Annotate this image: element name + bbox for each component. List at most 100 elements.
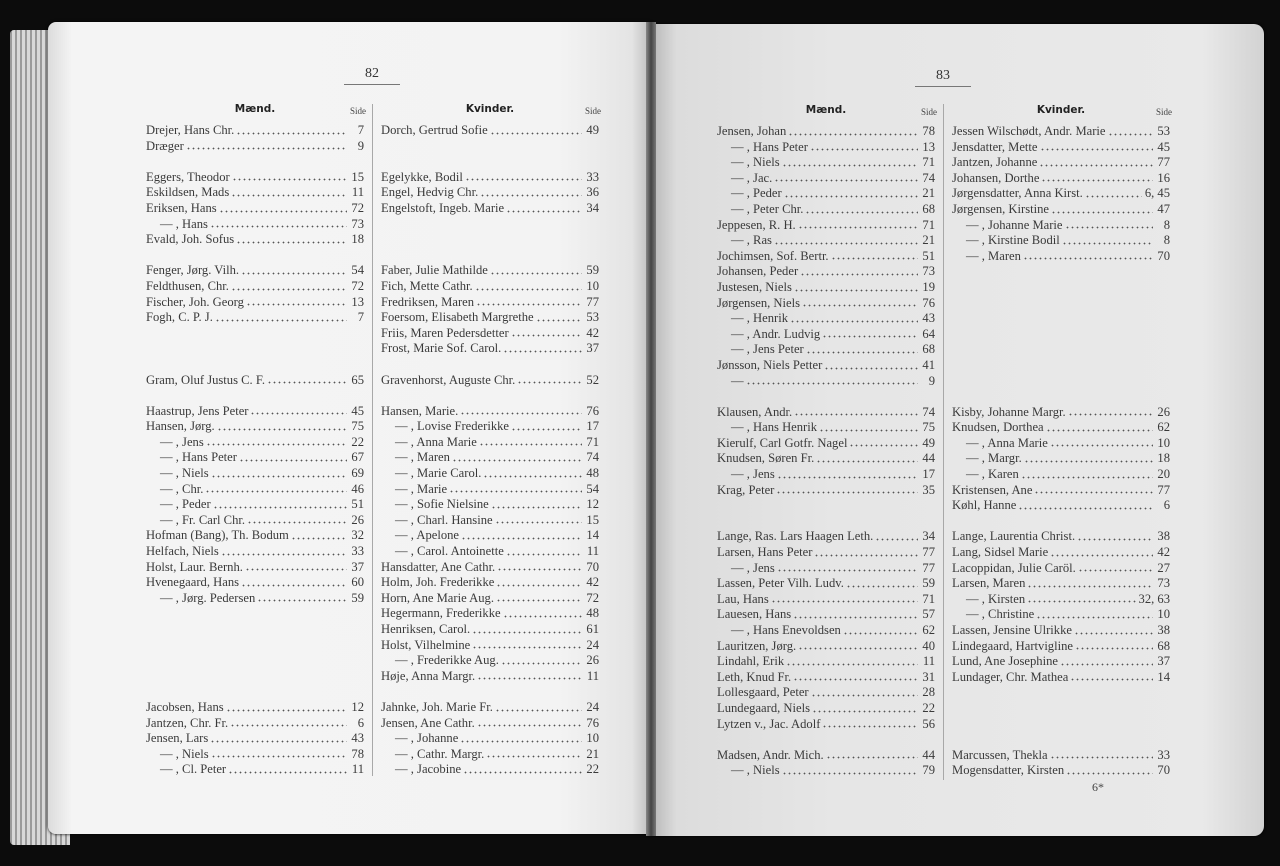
dot-leader	[250, 411, 347, 416]
dot-leader	[477, 676, 582, 681]
index-entry: Justesen, Niels 19	[717, 280, 935, 296]
index-entry: Johansen, Dorthe 16	[952, 171, 1170, 187]
index-entry: — , Niels 78	[146, 747, 364, 763]
dot-leader	[830, 256, 918, 261]
index-entry: — , Niels 69	[146, 466, 364, 482]
entry-page: 52	[586, 372, 599, 387]
dot-leader	[1077, 568, 1153, 573]
dot-leader	[472, 645, 582, 650]
entry-name: Jensen, Ane Cathr.	[381, 715, 475, 730]
entry-page: 72	[586, 590, 599, 605]
entry-page: 17	[922, 467, 935, 482]
entry-page: 42	[586, 325, 599, 340]
dot-leader	[1070, 677, 1153, 682]
index-entry: — , Hans Peter 13	[717, 140, 935, 156]
entry-name: Knudsen, Søren Fr.	[717, 451, 815, 466]
entry-name: — , Kirstine Bodil	[966, 233, 1060, 248]
blank-row	[952, 701, 1170, 717]
blank-row	[381, 248, 599, 264]
index-entry: — , Maren 74	[381, 450, 599, 466]
entry-name: — , Jacobine	[395, 762, 462, 777]
entry-name: — , Jens	[160, 434, 204, 449]
blank-row	[952, 514, 1170, 530]
entry-page: 34	[922, 529, 935, 544]
index-entry: Fredriksen, Maren 77	[381, 295, 599, 311]
entry-name: Hegermann, Frederikke	[381, 606, 501, 621]
entry-name: Hvenegaard, Hans	[146, 575, 240, 590]
entry-page: 43	[351, 731, 364, 746]
dot-leader	[220, 551, 347, 556]
book-gutter	[646, 22, 656, 836]
dot-leader	[478, 442, 582, 447]
entry-name: Lundager, Chr. Mathea	[952, 669, 1069, 684]
entry-page: 59	[351, 590, 364, 605]
entry-page: 32, 63	[1138, 591, 1170, 606]
entry-name: — , Chr.	[160, 481, 204, 496]
entry-page: 51	[922, 248, 935, 263]
index-entry: Haastrup, Jens Peter 45	[146, 404, 364, 420]
dot-leader	[816, 459, 918, 464]
entry-page: 62	[1157, 420, 1170, 435]
entry-page: 11	[586, 544, 599, 559]
entry-name: — , Henrik	[731, 311, 789, 326]
dot-leader	[849, 443, 918, 448]
entry-name: Johansen, Dorthe	[952, 170, 1040, 185]
entry-name: — , Cathr. Margr.	[395, 746, 485, 761]
entry-page: 37	[586, 341, 599, 356]
entry-name: Lange, Ras. Lars Haagen Leth.	[717, 529, 874, 544]
entry-name: — , Maren	[966, 248, 1021, 263]
dot-leader	[241, 582, 347, 587]
dot-leader	[474, 286, 582, 291]
index-entry: Køhl, Hanne 6	[952, 498, 1170, 514]
entry-page: 21	[922, 233, 935, 248]
entry-name: Kristensen, Ane	[952, 482, 1033, 497]
entry-page: 6	[357, 715, 364, 730]
dot-leader	[500, 660, 582, 665]
dot-leader	[798, 646, 918, 651]
column-heading: Kvinder.	[465, 103, 515, 115]
side-label: Side	[920, 107, 937, 117]
entry-page: 74	[922, 404, 935, 419]
entry-page: 37	[351, 559, 364, 574]
entry-name: — , Jens	[731, 467, 775, 482]
dot-leader	[257, 598, 347, 603]
index-entry: — , Peter Chr. 68	[717, 202, 935, 218]
entry-page: 77	[922, 545, 935, 560]
entry-page: 8	[1163, 233, 1170, 248]
dot-leader	[210, 738, 347, 743]
entry-name: Frost, Marie Sof. Carol.	[381, 341, 502, 356]
index-entry: — , Henrik 43	[717, 311, 935, 327]
index-entry: Mogensdatter, Kirsten 70	[952, 763, 1170, 779]
index-entry: — , Anna Marie 71	[381, 435, 599, 451]
entry-page: 78	[351, 746, 364, 761]
dot-leader	[794, 412, 918, 417]
entry-page: 68	[922, 342, 935, 357]
entry-name: — , Kirsten	[966, 591, 1026, 606]
right-men-column: Mænd. Side Jensen, Johan 78 — , Hans Peter 13…	[717, 104, 937, 779]
entry-page: 65	[351, 372, 364, 387]
blank-row	[146, 248, 364, 264]
entry-page: 48	[586, 466, 599, 481]
entry-name: Krag, Peter	[717, 482, 775, 497]
index-entry: Kristensen, Ane 77	[952, 483, 1170, 499]
dot-leader	[506, 208, 582, 213]
index-entry: — , Jens 22	[146, 435, 364, 451]
entry-name: — , Christine	[966, 607, 1035, 622]
dot-leader	[489, 130, 582, 135]
index-entry: Eggers, Theodor 15	[146, 170, 364, 186]
entry-page: 9	[928, 373, 935, 388]
dot-leader	[476, 723, 582, 728]
entry-page: 56	[922, 716, 935, 731]
index-entry: — , Apelone 14	[381, 528, 599, 544]
entry-name: Fischer, Joh. Georg	[146, 294, 244, 309]
entry-page: 45	[1157, 139, 1170, 154]
index-entry: Engelstoft, Ingeb. Marie 34	[381, 201, 599, 217]
entry-name: Jensen, Johan	[717, 124, 787, 138]
entry-page: 18	[1157, 451, 1170, 466]
dot-leader	[1050, 552, 1153, 557]
index-entry: Lauritzen, Jørg. 40	[717, 639, 935, 655]
page-number-left: 82	[342, 66, 402, 85]
index-entry: Gravenhorst, Auguste Chr. 52	[381, 373, 599, 389]
entry-name: Hansen, Jørg.	[146, 419, 215, 434]
side-label: Side	[349, 106, 366, 116]
